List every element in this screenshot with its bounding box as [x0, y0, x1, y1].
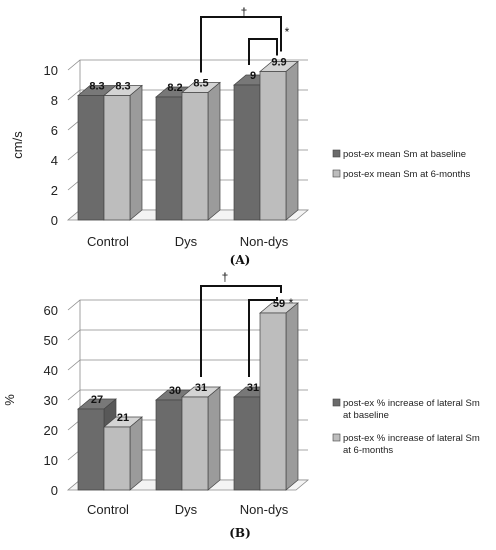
- y-tick-label: 4: [51, 153, 58, 168]
- data-label: 9: [250, 70, 256, 82]
- bar-control-6-months: [103, 426, 131, 491]
- y-tick-label: 50: [44, 333, 58, 348]
- legend-label: post-ex % increase of lateral Sm at basel…: [343, 398, 480, 421]
- y-tick-label: 0: [51, 213, 58, 228]
- significance-bracket: [248, 38, 278, 65]
- bar-non-dys-baseline: [233, 396, 261, 491]
- legend-swatch: [332, 398, 341, 407]
- bar-side: [285, 302, 299, 491]
- bar-control-baseline: [77, 408, 105, 491]
- y-tick-label: 60: [44, 303, 58, 318]
- legend-label-line: at baseline: [343, 410, 389, 421]
- bar-dys-baseline: [155, 96, 183, 221]
- x-category-label: Dys: [175, 234, 198, 249]
- bar-side: [207, 81, 221, 221]
- bar-side: [129, 416, 143, 491]
- y-tick-label: 0: [51, 483, 58, 498]
- legend-label-line: at 6-months: [343, 445, 393, 456]
- bar-dys-6-months: [181, 92, 209, 221]
- y-tick-label: 10: [44, 453, 58, 468]
- y-tick-label: 8: [51, 93, 58, 108]
- y-axis-title: %: [2, 394, 17, 406]
- y-axis-title: cm/s: [10, 131, 25, 159]
- data-label: 8.5: [193, 78, 208, 90]
- y-tick-label: 30: [44, 393, 58, 408]
- legend-label: post-ex % increase of lateral Sm at 6-mon…: [343, 433, 480, 456]
- data-label: 30: [169, 385, 181, 397]
- x-category-label: Dys: [175, 502, 198, 517]
- panel-label: (A): [230, 253, 251, 267]
- legend-label-line: post-ex mean Sm at 6-months: [343, 169, 470, 180]
- data-label: 8.2: [167, 82, 182, 94]
- data-label: 9.9: [271, 57, 286, 69]
- legend-label: post-ex mean Sm at baseline: [343, 149, 466, 160]
- significance-dagger: †: [222, 270, 229, 284]
- significance-bracket: [248, 297, 278, 377]
- bar-side: [129, 84, 143, 221]
- significance-star: *: [289, 296, 294, 310]
- data-label: 31: [247, 382, 259, 394]
- legend-label-line: post-ex % increase of lateral Sm: [343, 398, 480, 409]
- bar-dys-6-months: [181, 396, 209, 491]
- significance-dagger: †: [241, 5, 248, 19]
- data-label: 8.3: [115, 81, 130, 93]
- data-label: 21: [117, 412, 129, 424]
- bar-dys-baseline: [155, 399, 183, 491]
- legend-label-line: post-ex mean Sm at baseline: [343, 149, 466, 160]
- legend-swatch: [332, 149, 341, 158]
- data-label: 31: [195, 382, 207, 394]
- bar-control-6-months: [103, 95, 131, 221]
- significance-star: *: [285, 25, 290, 39]
- significance-bracket: [200, 16, 282, 73]
- data-label: 8.3: [89, 81, 104, 93]
- y-tick-label: 40: [44, 363, 58, 378]
- y-tick-label: 2: [51, 183, 58, 198]
- panel-label: (B): [229, 526, 251, 540]
- legend-swatch: [332, 169, 341, 178]
- x-category-label: Control: [87, 234, 129, 249]
- bar-side: [285, 60, 299, 221]
- bar-non-dys-baseline: [233, 84, 261, 221]
- bar-control-baseline: [77, 95, 105, 221]
- x-category-label: Non-dys: [240, 234, 289, 249]
- y-tick-label: 6: [51, 123, 58, 138]
- legend-swatch: [332, 433, 341, 442]
- x-category-label: Control: [87, 502, 129, 517]
- legend-label: post-ex mean Sm at 6-months: [343, 169, 470, 180]
- bar-non-dys-6-months: [259, 312, 287, 491]
- chart-panel-a: 0 2 4 6 8 10 cm/s 8.3 8.3 Control 8.2 8.5 Dys 9 9.9 Non…: [10, 5, 470, 267]
- x-category-label: Non-dys: [240, 502, 289, 517]
- legend-label-line: post-ex % increase of lateral Sm: [343, 433, 480, 444]
- y-tick-label: 10: [44, 63, 58, 78]
- data-label: 27: [91, 394, 103, 406]
- significance-bracket: [200, 285, 282, 377]
- y-tick-label: 20: [44, 423, 58, 438]
- bar-side: [207, 386, 221, 491]
- bar-non-dys-6-months: [259, 71, 287, 221]
